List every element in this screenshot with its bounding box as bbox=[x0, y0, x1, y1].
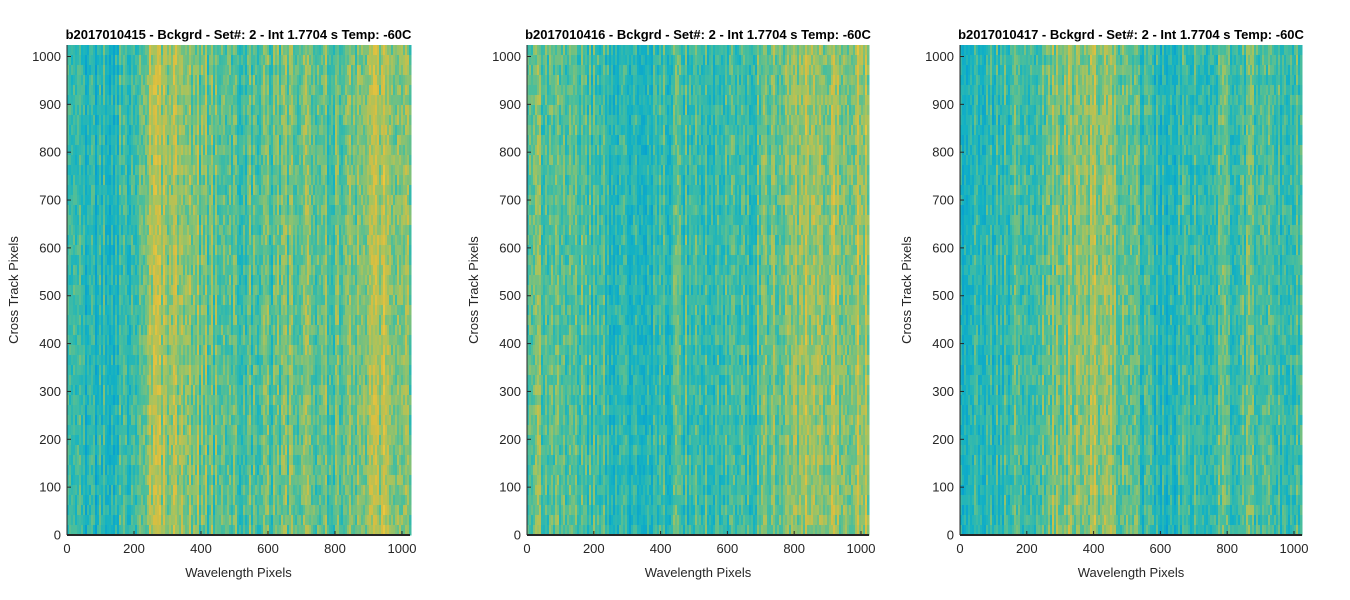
plot-title: b2017010417 - Bckgrd - Set#: 2 - Int 1.7… bbox=[958, 27, 1304, 42]
x-tick-label: 1000 bbox=[388, 541, 417, 556]
x-axis-label: Wavelength Pixels bbox=[185, 565, 292, 580]
y-tick-label: 400 bbox=[932, 336, 954, 351]
x-tick-label: 0 bbox=[523, 541, 530, 556]
y-tick-label: 400 bbox=[499, 336, 521, 351]
y-tick-label: 400 bbox=[39, 336, 61, 351]
y-tick-label: 900 bbox=[932, 97, 954, 112]
y-tick-label: 600 bbox=[499, 240, 521, 255]
y-tick-label: 200 bbox=[932, 432, 954, 447]
x-tick-label: 600 bbox=[717, 541, 739, 556]
y-tick-label: 1000 bbox=[32, 49, 61, 64]
subplot-3: 0 200 400 600 800 1000 0 100 200 300 400 500 600 700 8… bbox=[899, 27, 1308, 580]
x-tick-label: 1000 bbox=[847, 541, 876, 556]
y-tick-label: 300 bbox=[499, 384, 521, 399]
y-tick-label: 700 bbox=[39, 193, 61, 208]
x-tick-label: 200 bbox=[123, 541, 145, 556]
y-tick-label: 700 bbox=[932, 193, 954, 208]
y-axis-label: Cross Track Pixels bbox=[466, 236, 481, 344]
heatmap-image bbox=[527, 45, 869, 535]
y-tick-label: 800 bbox=[39, 145, 61, 160]
x-tick-label: 800 bbox=[783, 541, 805, 556]
y-tick-label: 1000 bbox=[925, 49, 954, 64]
y-tick-label: 500 bbox=[499, 288, 521, 303]
y-axis-label: Cross Track Pixels bbox=[899, 236, 914, 344]
y-axis-label: Cross Track Pixels bbox=[6, 236, 21, 344]
y-tick-label: 600 bbox=[932, 240, 954, 255]
x-tick-label: 0 bbox=[63, 541, 70, 556]
plot-title: b2017010416 - Bckgrd - Set#: 2 - Int 1.7… bbox=[525, 27, 871, 42]
heatmap-image bbox=[67, 45, 411, 535]
x-tick-label: 1000 bbox=[1280, 541, 1309, 556]
x-tick-label: 400 bbox=[650, 541, 672, 556]
x-tick-label: 600 bbox=[1150, 541, 1172, 556]
x-tick-label: 400 bbox=[1083, 541, 1105, 556]
y-tick-label: 600 bbox=[39, 240, 61, 255]
y-tick-label: 100 bbox=[499, 480, 521, 495]
subplot-2: 0 200 400 600 800 1000 0 100 200 300 400 500 600 700 8… bbox=[466, 27, 875, 580]
y-tick-label: 300 bbox=[39, 384, 61, 399]
x-tick-label: 600 bbox=[257, 541, 279, 556]
subplot-1: 0 200 400 600 800 1000 0 100 200 300 400 500 600 700 8… bbox=[6, 27, 416, 580]
x-axis-label: Wavelength Pixels bbox=[1078, 565, 1185, 580]
y-tick-label: 1000 bbox=[492, 49, 521, 64]
y-tick-label: 0 bbox=[514, 528, 521, 543]
x-tick-label: 800 bbox=[324, 541, 346, 556]
x-tick-label: 200 bbox=[583, 541, 605, 556]
y-tick-label: 800 bbox=[932, 145, 954, 160]
x-tick-label: 200 bbox=[1016, 541, 1038, 556]
y-tick-label: 200 bbox=[39, 432, 61, 447]
y-tick-label: 800 bbox=[499, 145, 521, 160]
y-tick-label: 500 bbox=[932, 288, 954, 303]
x-tick-label: 800 bbox=[1216, 541, 1238, 556]
y-tick-label: 900 bbox=[499, 97, 521, 112]
x-axis-label: Wavelength Pixels bbox=[645, 565, 752, 580]
heatmap-image bbox=[960, 45, 1302, 535]
y-tick-label: 0 bbox=[54, 528, 61, 543]
y-tick-label: 700 bbox=[499, 193, 521, 208]
y-tick-label: 100 bbox=[932, 480, 954, 495]
y-tick-label: 0 bbox=[947, 528, 954, 543]
y-tick-label: 300 bbox=[932, 384, 954, 399]
x-tick-label: 400 bbox=[190, 541, 212, 556]
y-tick-label: 500 bbox=[39, 288, 61, 303]
y-tick-label: 200 bbox=[499, 432, 521, 447]
y-tick-label: 900 bbox=[39, 97, 61, 112]
plot-title: b2017010415 - Bckgrd - Set#: 2 - Int 1.7… bbox=[66, 27, 412, 42]
x-tick-label: 0 bbox=[956, 541, 963, 556]
y-tick-label: 100 bbox=[39, 480, 61, 495]
